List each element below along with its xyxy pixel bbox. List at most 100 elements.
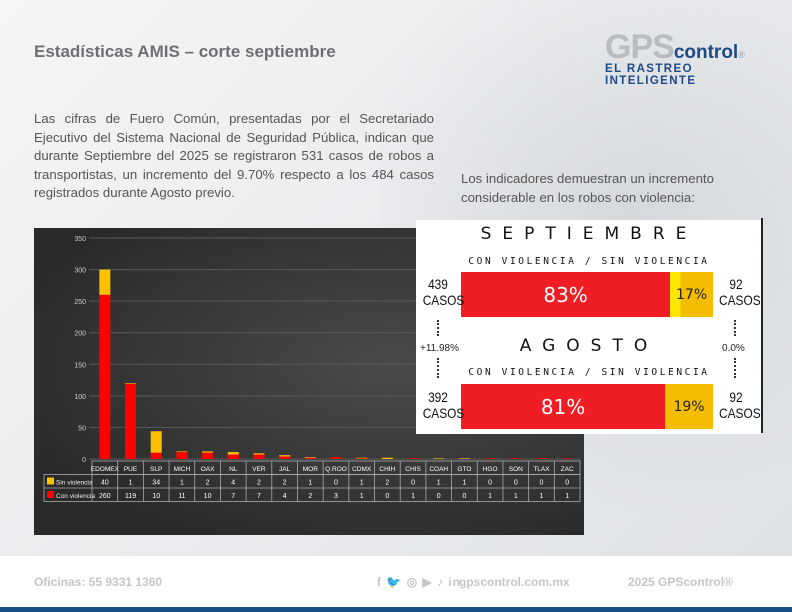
category-label: TLAX [533,466,550,473]
august-sin-cases: 92 CASOS [719,389,761,421]
legend-label: Sin violencia [56,480,93,487]
bar-con-violencia-MICH [176,452,188,459]
bar-con-violencia-MOR [304,457,316,459]
legend-swatch-Sin violencia [47,477,54,485]
category-label: SLP [150,466,162,473]
bar-con-violencia-CHIS [407,458,419,459]
category-label: EDOMEX [91,466,120,473]
bar-sin-violencia-NL [227,452,239,455]
footer-website-link[interactable]: gpscontrol.com.mx [459,575,570,589]
arrow-up-sin [734,320,736,336]
bar-con-violencia-NL [227,454,239,459]
bar-con-violencia-HGO [484,458,496,459]
value-con-violencia: 2 [308,493,312,500]
september-con-violencia-segment: 83% [461,272,671,317]
page-title: Estadísticas AMIS – corte septiembre [34,42,336,61]
footer-phone: Oficinas: 55 9331 1360 [34,575,163,589]
september-sin-count: 92 [729,276,743,292]
value-sin-violencia: 0 [514,480,518,487]
social-icons[interactable]: f 🐦 ◎ ▶ ♪ in [377,575,461,589]
category-label: MICH [174,466,191,473]
bar-sin-violencia-COAH [433,458,445,459]
value-sin-violencia: 0 [488,480,492,487]
category-label: CDMX [352,466,372,473]
bar-con-violencia-TLAX [535,458,547,459]
value-con-violencia: 1 [514,493,518,500]
bar-con-violencia-SLP [150,452,162,459]
september-subtitle: CON VIOLENCIA / SIN VIOLENCIA [468,256,710,267]
value-sin-violencia: 34 [152,480,160,487]
august-subtitle: CON VIOLENCIA / SIN VIOLENCIA [468,367,710,378]
category-label: CHIH [379,466,395,473]
footer-copyright: 2025 GPScontrol® [628,575,733,589]
category-label: GTO [457,466,471,473]
arrow-up-con [437,320,439,336]
value-sin-violencia: 2 [257,480,261,487]
bar-con-violencia-VER [253,454,265,459]
bar-sin-violencia-MICH [176,451,188,453]
y-tick-label: 50 [78,425,86,432]
y-tick-label: 250 [74,299,86,306]
value-con-violencia: 10 [152,493,160,500]
bar-sin-violencia-CDMX [356,457,368,459]
august-con-count: 392 [428,389,448,405]
bar-sin-violencia-EDOMEX [99,269,111,295]
september-title: SEPTIEMBRE [480,224,698,244]
y-tick-label: 100 [74,394,86,401]
september-bar: 83% 17% [461,272,713,317]
change-sin-violencia: 0.0% [722,343,745,354]
category-label: Q.ROO [325,466,347,473]
bar-con-violencia-PUE [125,383,137,459]
value-con-violencia: 4 [283,493,287,500]
value-sin-violencia: 0 [565,480,569,487]
value-sin-violencia: 2 [385,480,389,487]
august-bar: 81% 19% [461,384,713,429]
bar-sin-violencia-SLP [150,431,162,453]
indicators-paragraph: Los indicadores demuestran un incremento… [461,171,714,205]
value-con-violencia: 10 [204,493,212,500]
category-label: JAL [279,466,291,473]
september-sin-violencia-segment: 17% [670,272,713,317]
category-label: OAX [201,466,215,473]
bar-con-violencia-EDOMEX [99,294,111,459]
value-con-violencia: 0 [462,493,466,500]
footer-bar [0,607,792,612]
value-sin-violencia: 1 [437,480,441,487]
arrow-line-sin [734,358,736,378]
value-con-violencia: 1 [565,493,569,500]
value-con-violencia: 0 [437,493,441,500]
value-con-violencia: 260 [99,493,111,500]
casos-label: CASOS [422,405,465,421]
bar-sin-violencia-CHIH [381,457,393,459]
panel-divider [761,218,763,433]
bar-sin-violencia-OAX [202,451,214,453]
value-con-violencia: 1 [360,493,364,500]
y-tick-label: 300 [74,268,86,275]
footer: Oficinas: 55 9331 1360 f 🐦 ◎ ▶ ♪ in gpsc… [0,556,792,608]
august-con-violencia-segment: 81% [461,384,666,429]
value-sin-violencia: 1 [462,480,466,487]
bar-con-violencia-CDMX [356,458,368,459]
september-sin-cases: 92 CASOS [719,276,761,308]
august-title: AGOSTO [519,336,659,356]
value-sin-violencia: 4 [231,480,235,487]
category-label: ZAC [561,466,574,473]
value-sin-violencia: 2 [206,480,210,487]
bar-sin-violencia-GTO [458,458,470,459]
category-label: NL [229,466,238,473]
bar-con-violencia-ZAC [561,458,573,459]
category-label: SON [509,466,523,473]
y-tick-label: 0 [82,457,86,464]
value-sin-violencia: 0 [334,480,338,487]
value-con-violencia: 1 [411,493,415,500]
value-con-violencia: 0 [385,493,389,500]
value-sin-violencia: 0 [540,480,544,487]
category-label: MOR [303,466,318,473]
value-con-violencia: 7 [257,493,261,500]
bar-sin-violencia-PUE [125,383,137,384]
logo-control: control [673,42,739,63]
logo-tagline: EL RASTREO INTELIGENTE [605,63,697,87]
bar-con-violencia-JAL [279,456,291,459]
change-con-violencia: +11.98% [420,343,460,354]
gpscontrol-logo: GPScontrol® EL RASTREO INTELIGENTE [605,28,775,87]
